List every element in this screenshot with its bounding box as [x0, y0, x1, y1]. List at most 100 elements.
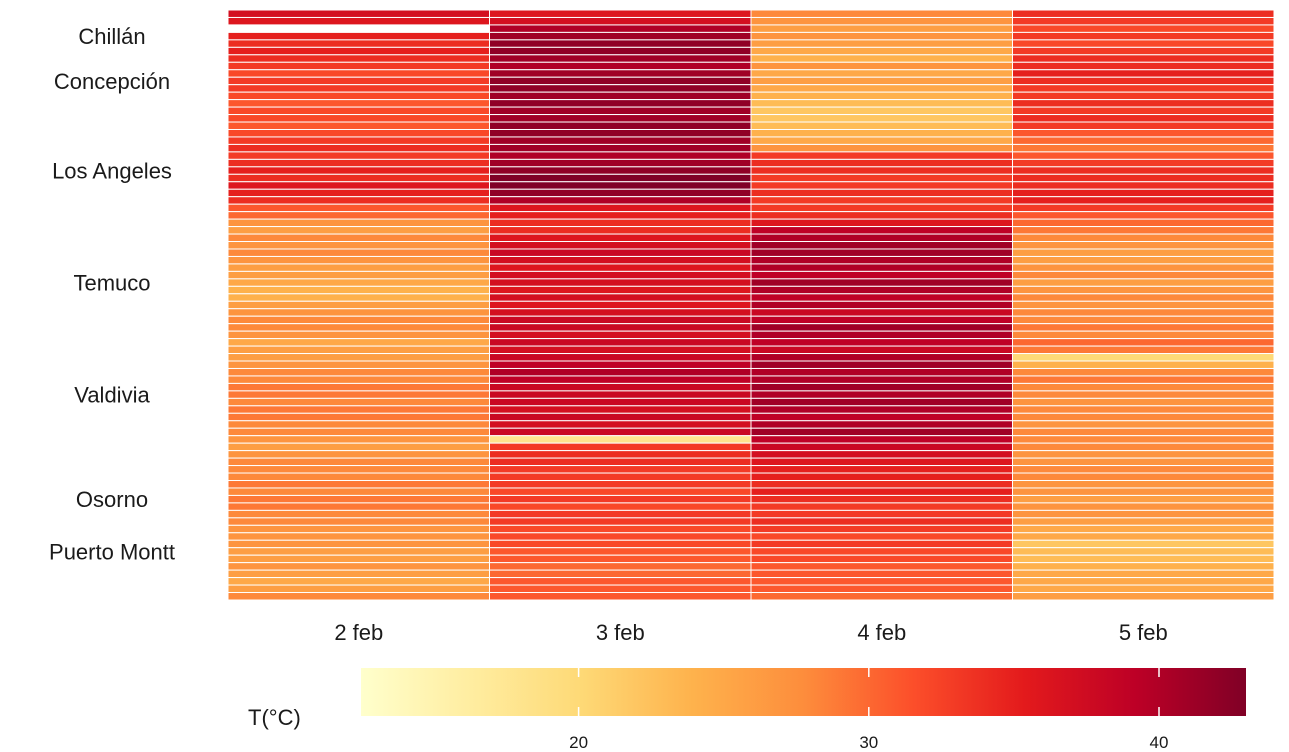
- heatmap-cell: [750, 397, 1013, 407]
- heatmap-cell: [750, 241, 1013, 250]
- heatmap-cell: [1012, 188, 1275, 198]
- heatmap-cell: [489, 569, 752, 579]
- heatmap-cell: [489, 480, 752, 489]
- heatmap-cell: [227, 308, 490, 317]
- heatmap-cell: [227, 345, 490, 355]
- heatmap-cell: [489, 494, 752, 504]
- heatmap-cell: [489, 577, 752, 586]
- heatmap-cell: [489, 211, 752, 220]
- heatmap-cell: [489, 330, 752, 340]
- heatmap-cell: [227, 367, 490, 377]
- heatmap-cell: [750, 547, 1013, 556]
- heatmap-cell: [227, 226, 490, 235]
- heatmap-cell: [750, 509, 1013, 519]
- heatmap-cell: [227, 196, 490, 205]
- heatmap-cell: [750, 450, 1013, 459]
- heatmap-cell: [750, 248, 1013, 257]
- heatmap-cell: [750, 524, 1013, 534]
- heatmap-cell: [489, 405, 752, 414]
- heatmap-cell: [750, 487, 1013, 496]
- heatmap-cell: [227, 382, 490, 392]
- heatmap-cell: [1012, 278, 1275, 287]
- heatmap-cell: [227, 76, 490, 86]
- heatmap-cell: [489, 509, 752, 519]
- heatmap-cell: [750, 562, 1013, 571]
- heatmap-cell: [489, 181, 752, 190]
- heatmap-cell: [489, 338, 752, 347]
- heatmap-cell: [1012, 382, 1275, 392]
- heatmap-cell: [1012, 480, 1275, 489]
- heatmap-cell: [489, 9, 752, 18]
- heatmap-cell: [750, 16, 1013, 26]
- heatmap-cell: [750, 360, 1013, 369]
- heatmap-cell: [750, 480, 1013, 489]
- heatmap-cell: [750, 532, 1013, 541]
- heatmap-cell: [750, 84, 1013, 93]
- heatmap-cell: [750, 390, 1013, 399]
- heatmap-cell: [489, 106, 752, 116]
- heatmap-cell: [1012, 532, 1275, 541]
- heatmap-cell: [750, 420, 1013, 429]
- heatmap-cell: [1012, 128, 1275, 138]
- heatmap-cell: [750, 76, 1013, 86]
- heatmap-cell: [1012, 584, 1275, 594]
- heatmap-cell: [750, 99, 1013, 108]
- heatmap-cell: [489, 353, 752, 362]
- heatmap-cell: [1012, 24, 1275, 33]
- heatmap-cell: [1012, 524, 1275, 534]
- heatmap-cell: [227, 158, 490, 168]
- heatmap-cell: [750, 226, 1013, 235]
- heatmap-cell: [1012, 39, 1275, 48]
- heatmap-cell: [1012, 91, 1275, 101]
- heatmap-cell: [1012, 114, 1275, 123]
- heatmap-cell: [489, 285, 752, 295]
- heatmap-cell: [227, 494, 490, 504]
- heatmap-cell: [489, 390, 752, 399]
- heatmap-cell: [227, 592, 490, 601]
- heatmap-cell: [489, 435, 752, 444]
- heatmap-cell: [489, 69, 752, 78]
- heatmap-cell: [227, 465, 490, 474]
- heatmap-cell: [1012, 420, 1275, 429]
- heatmap-cell: [1012, 31, 1275, 41]
- heatmap-cell: [1012, 539, 1275, 549]
- heatmap-cell: [1012, 69, 1275, 78]
- colorbar-tick-label: 20: [569, 733, 588, 752]
- heatmap-cell: [1012, 300, 1275, 310]
- heatmap-cell: [750, 457, 1013, 467]
- y-tick-label: Valdivia: [74, 383, 150, 408]
- heatmap-cell: [750, 128, 1013, 138]
- heatmap-cells: [227, 9, 1275, 601]
- heatmap-cell: [1012, 360, 1275, 369]
- heatmap-cell: [227, 323, 490, 332]
- heatmap-cell: [489, 188, 752, 198]
- heatmap-cell: [750, 472, 1013, 482]
- heatmap-cell: [1012, 143, 1275, 153]
- heatmap-cell: [1012, 293, 1275, 302]
- heatmap-cell: [227, 397, 490, 407]
- heatmap-cell: [750, 166, 1013, 175]
- heatmap-cell: [489, 420, 752, 429]
- heatmap-cell: [227, 114, 490, 123]
- heatmap-cell: [489, 54, 752, 63]
- heatmap-cell: [489, 84, 752, 93]
- heatmap-cell: [489, 39, 752, 48]
- heatmap-cell: [489, 46, 752, 56]
- heatmap-cell: [1012, 562, 1275, 571]
- heatmap-cell: [489, 143, 752, 153]
- heatmap-cell: [227, 106, 490, 116]
- heatmap-cell: [1012, 9, 1275, 18]
- heatmap-cell: [1012, 136, 1275, 145]
- heatmap-cell: [227, 584, 490, 594]
- heatmap-cell: [227, 233, 490, 243]
- heatmap-cell: [227, 562, 490, 571]
- heatmap-cell: [750, 69, 1013, 78]
- heatmap-cell: [1012, 412, 1275, 422]
- heatmap-cell: [227, 390, 490, 399]
- heatmap-cell: [489, 136, 752, 145]
- heatmap-cell: [227, 457, 490, 467]
- heatmap-cell: [227, 338, 490, 347]
- heatmap-cell: [1012, 390, 1275, 399]
- heatmap-cell: [489, 263, 752, 272]
- heatmap-cell: [1012, 509, 1275, 519]
